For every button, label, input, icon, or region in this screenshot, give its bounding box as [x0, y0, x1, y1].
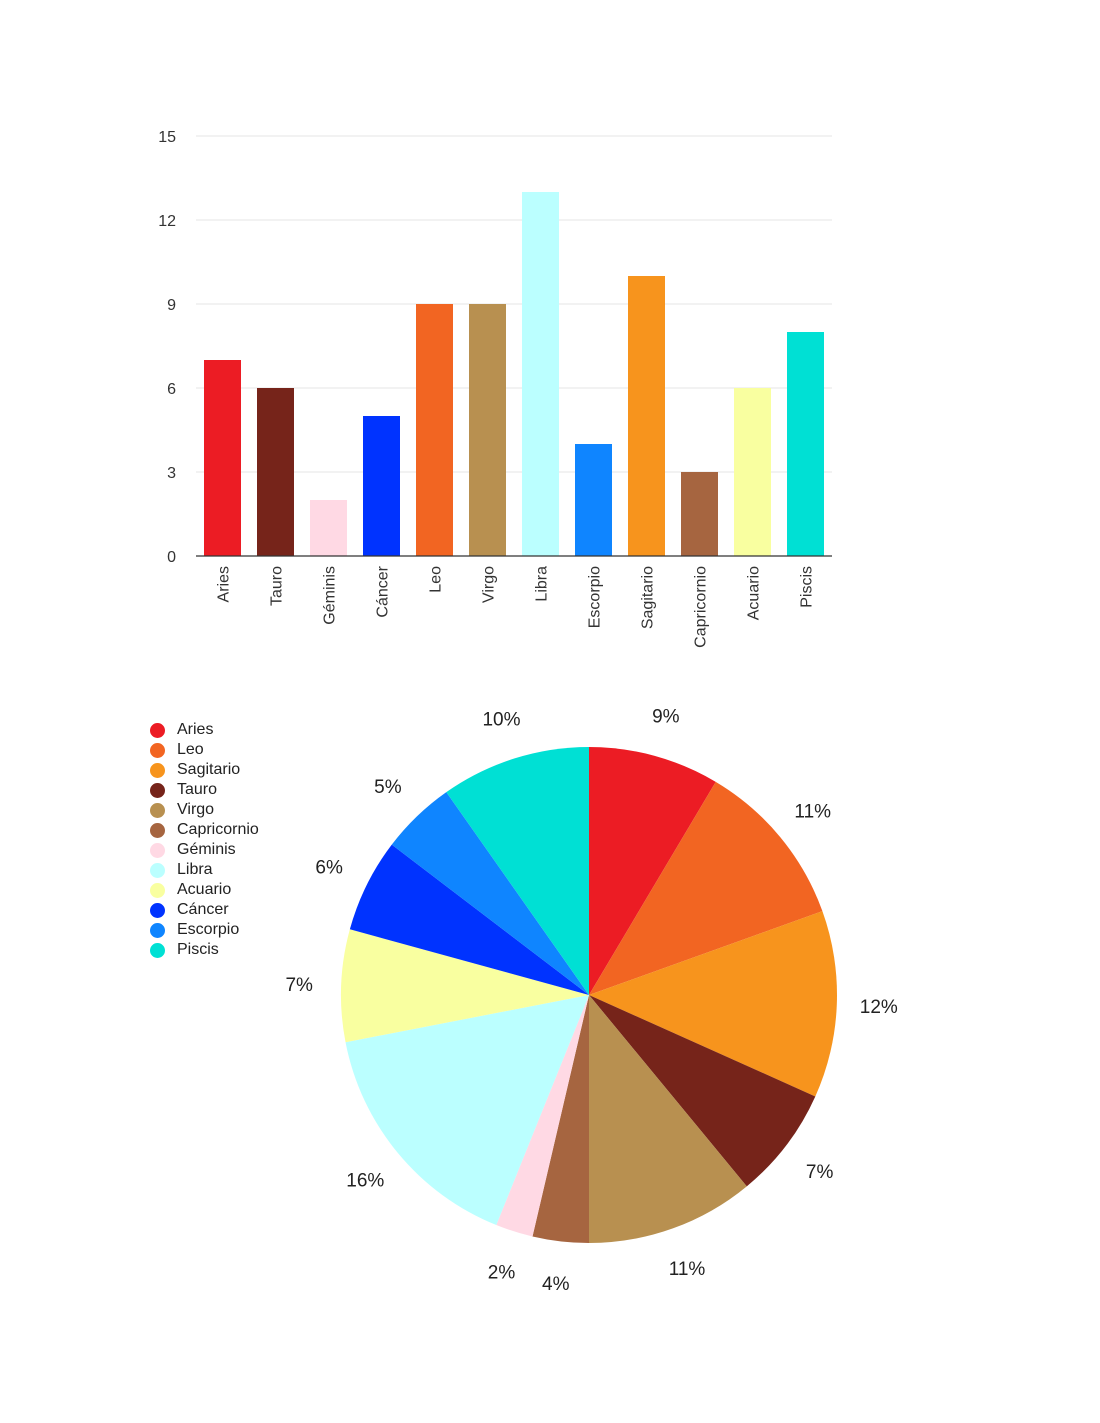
- legend-item: Acuario: [150, 880, 259, 900]
- y-tick-label: 0: [167, 549, 176, 566]
- bar-cáncer: [363, 416, 400, 556]
- y-tick-label: 3: [167, 465, 176, 482]
- x-tick-label: Piscis: [799, 566, 816, 608]
- x-tick-label: Géminis: [322, 566, 339, 625]
- y-tick-label: 6: [167, 381, 176, 398]
- legend-swatch: [150, 802, 165, 818]
- legend-label: Piscis: [177, 941, 219, 958]
- pie-percent-label: 6%: [315, 857, 343, 878]
- pie-slice-géminis: [496, 995, 589, 1237]
- legend-swatch: [150, 822, 165, 838]
- bar-leo: [416, 304, 453, 556]
- pie-slice-tauro: [589, 995, 816, 1187]
- pie-percent-label: 16%: [346, 1171, 384, 1192]
- legend-label: Libra: [177, 861, 213, 878]
- pie-percent-label: 7%: [285, 975, 313, 996]
- legend-label: Virgo: [177, 801, 215, 818]
- pie-percent-label: 5%: [374, 777, 402, 798]
- bar-libra: [522, 192, 559, 556]
- legend-item: Tauro: [150, 780, 259, 800]
- pie-slice-virgo: [589, 995, 747, 1243]
- bar-géminis: [310, 500, 347, 556]
- pie-slice-libra: [345, 995, 589, 1226]
- x-tick-label: Sagitario: [640, 566, 657, 629]
- pie-percent-label: 2%: [488, 1262, 516, 1283]
- pie-percent-label: 12%: [860, 997, 898, 1018]
- legend-swatch: [150, 902, 165, 918]
- pie-legend: Aries Leo Sagitario Tauro Virgo Capricornio Gé…: [150, 720, 259, 960]
- pie-slice-aries: [589, 747, 716, 995]
- y-tick-label: 15: [158, 129, 176, 146]
- bar-escorpio: [575, 444, 612, 556]
- legend-swatch: [150, 882, 165, 898]
- legend-item: Capricornio: [150, 820, 259, 840]
- pie-slice-acuario: [341, 929, 589, 1043]
- legend-label: Capricornio: [177, 821, 259, 838]
- pie-slice-cáncer: [349, 844, 589, 995]
- bar-virgo: [469, 304, 506, 556]
- legend-swatch: [150, 782, 165, 798]
- legend-item: Piscis: [150, 940, 259, 960]
- legend-label: Géminis: [177, 841, 236, 858]
- bar-piscis: [787, 332, 824, 556]
- legend-item: Escorpio: [150, 920, 259, 940]
- legend-label: Cáncer: [177, 901, 229, 918]
- y-tick-label: 12: [158, 213, 176, 230]
- x-tick-label: Capricornio: [693, 566, 710, 648]
- x-tick-label: Escorpio: [587, 566, 604, 628]
- pie-percent-label: 9%: [652, 706, 680, 727]
- legend-swatch: [150, 842, 165, 858]
- legend-label: Tauro: [177, 781, 218, 798]
- legend-item: Cáncer: [150, 900, 259, 920]
- x-tick-label: Acuario: [746, 566, 763, 620]
- legend-item: Sagitario: [150, 760, 259, 780]
- legend-swatch: [150, 762, 165, 778]
- legend-swatch: [150, 722, 165, 738]
- bar-chart: 0 3 6 9 12 15 Aries Tauro Géminis Cáncer Leo Virgo L…: [158, 129, 832, 648]
- x-tick-label: Aries: [216, 566, 233, 602]
- pie-slice-capricornio: [532, 995, 589, 1243]
- bar-tauro: [257, 388, 294, 556]
- pie-percent-label: 11%: [669, 1259, 706, 1280]
- legend-item: Leo: [150, 740, 259, 760]
- legend-label: Acuario: [177, 881, 232, 898]
- legend-label: Escorpio: [177, 921, 240, 938]
- x-tick-label: Virgo: [481, 566, 498, 603]
- legend-swatch: [150, 942, 165, 958]
- pie-slice-piscis: [446, 747, 589, 995]
- pie-percent-label: 11%: [794, 801, 831, 822]
- bar-acuario: [734, 388, 771, 556]
- legend-label: Aries: [177, 721, 214, 738]
- legend-swatch: [150, 862, 165, 878]
- bar-capricornio: [681, 472, 718, 556]
- x-tick-label: Tauro: [269, 566, 286, 606]
- legend-item: Géminis: [150, 840, 259, 860]
- legend-label: Sagitario: [177, 761, 241, 778]
- x-tick-label: Cáncer: [375, 565, 392, 617]
- legend-item: Aries: [150, 720, 259, 740]
- pie-percent-label: 7%: [806, 1162, 834, 1183]
- pie-slice-escorpio: [391, 792, 589, 995]
- x-tick-label: Libra: [534, 566, 551, 602]
- pie-chart: 9% 11% 12% 7% 11% 4% 2% 16% 7% 6% 5% 10%: [285, 706, 898, 1295]
- legend-label: Leo: [177, 741, 204, 758]
- legend-item: Libra: [150, 860, 259, 880]
- bar-aries: [204, 360, 241, 556]
- legend-swatch: [150, 742, 165, 758]
- legend-item: Virgo: [150, 800, 259, 820]
- y-tick-label: 9: [167, 297, 176, 314]
- pie-slice-leo: [589, 781, 823, 995]
- pie-percent-label: 10%: [482, 710, 520, 731]
- x-tick-label: Leo: [428, 566, 445, 593]
- pie-percent-label: 4%: [542, 1274, 570, 1295]
- bar-sagitario: [628, 276, 665, 556]
- pie-slice-sagitario: [589, 911, 837, 1097]
- legend-swatch: [150, 922, 165, 938]
